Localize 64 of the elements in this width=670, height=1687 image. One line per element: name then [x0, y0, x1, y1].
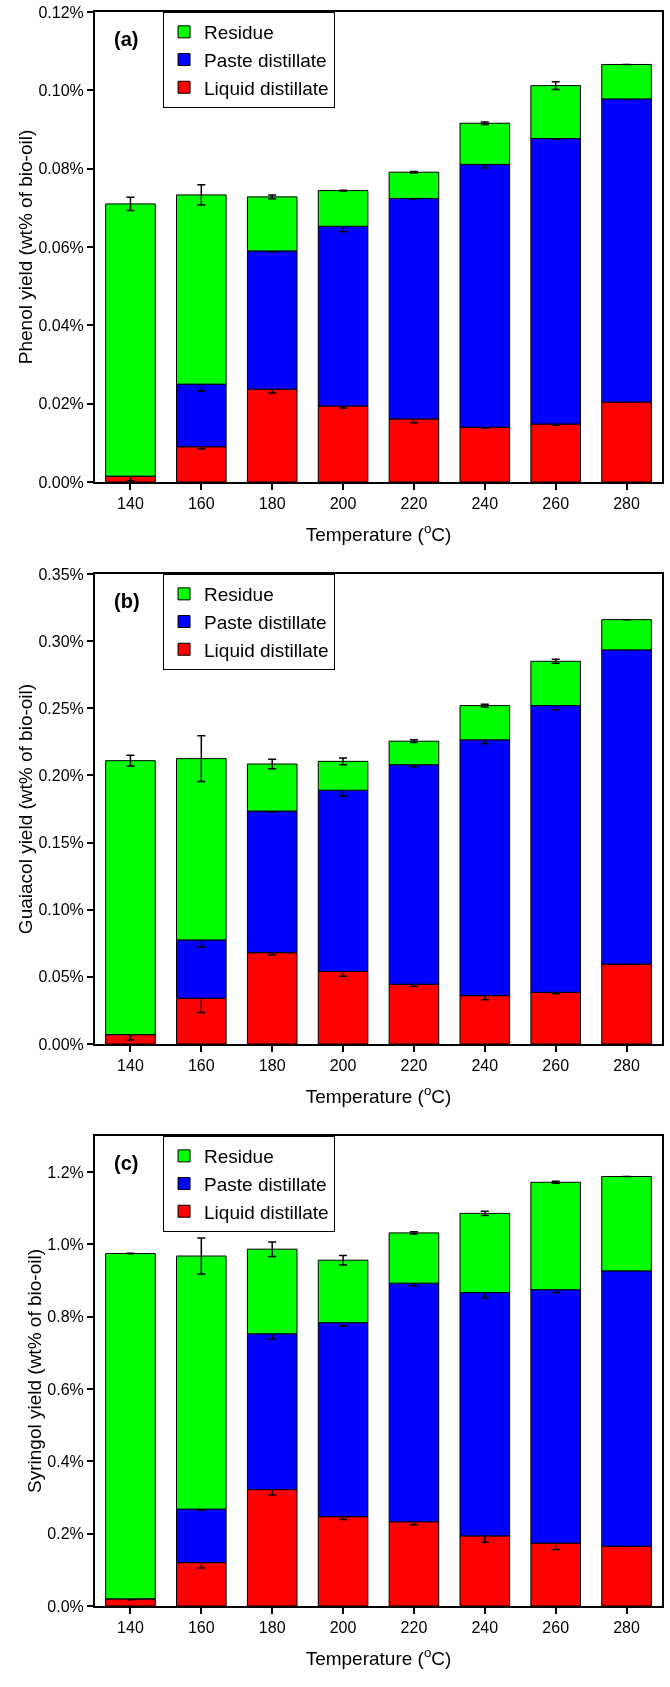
x-tick-label: 240: [471, 495, 499, 513]
y-tick-label: 0.30%: [38, 632, 84, 650]
x-tick-label: 260: [542, 495, 570, 513]
legend-label: Liquid distillate: [204, 1201, 329, 1223]
legend-label: Residue: [204, 1146, 274, 1168]
x-axis-title: Temperature ($^{o}$C): [305, 1644, 452, 1669]
y-tick-label: 0.10%: [38, 901, 84, 919]
x-tick-label: 220: [400, 495, 428, 513]
legend-label: Paste distillate: [204, 49, 327, 71]
annotation: (c): [114, 1152, 139, 1174]
annotation: (b): [114, 590, 140, 612]
x-tick-label: 280: [613, 1057, 641, 1075]
legend-label: Paste distillate: [204, 611, 327, 633]
y-tick-label: 0.06%: [38, 238, 84, 256]
x-tick-label: 260: [542, 1057, 570, 1075]
x-tick-label: 140: [117, 495, 144, 513]
y-tick-label: 0.35%: [38, 565, 84, 583]
y-tick-label: 0.20%: [38, 767, 84, 785]
x-tick-label: 160: [187, 1619, 215, 1637]
x-tick-label: 160: [187, 1057, 215, 1075]
y-tick-label: 0.2%: [47, 1525, 84, 1543]
x-tick-label: 200: [329, 1057, 357, 1075]
y-tick-label: 0.25%: [38, 699, 84, 717]
x-tick-label: 200: [329, 495, 357, 513]
y-tick-label: 0.10%: [38, 81, 84, 99]
y-axis-title: Guaiacol yield (wt% of bio-oil): [15, 683, 37, 935]
x-tick-label: 240: [471, 1619, 499, 1637]
x-tick-label: 260: [542, 1619, 570, 1637]
legend-label: Liquid distillate: [204, 77, 329, 99]
x-tick-label: 140: [117, 1057, 144, 1075]
y-tick-label: 0.0%: [47, 1597, 84, 1615]
y-tick-label: 0.08%: [38, 160, 84, 178]
x-tick-label: 280: [613, 1619, 641, 1637]
x-tick-label: 280: [613, 495, 641, 513]
legend-label: Residue: [204, 22, 274, 44]
x-tick-label: 220: [400, 1057, 428, 1075]
y-tick-label: 0.4%: [47, 1452, 84, 1470]
y-tick-label: 0.04%: [38, 316, 84, 334]
y-tick-label: 0.12%: [38, 3, 84, 21]
x-axis-title: Temperature ($^{o}$C): [305, 1082, 452, 1107]
legend-label: Liquid distillate: [204, 639, 329, 661]
x-tick-label: 140: [117, 1619, 144, 1637]
y-tick-label: 1.2%: [47, 1163, 84, 1181]
x-tick-label: 180: [258, 1057, 286, 1075]
legend-label: Paste distillate: [204, 1173, 327, 1195]
y-axis-title: Syringol yield (wt% of bio-oil): [24, 1249, 46, 1493]
x-axis-title: Temperature ($^{o}$C): [305, 520, 452, 545]
x-tick-label: 180: [258, 1619, 286, 1637]
y-tick-label: 0.6%: [47, 1380, 84, 1398]
y-tick-label: 0.15%: [38, 834, 84, 852]
x-tick-label: 220: [400, 1619, 428, 1637]
x-tick-label: 160: [187, 495, 215, 513]
y-tick-label: 0.8%: [47, 1308, 84, 1326]
annotation: (a): [114, 28, 139, 50]
y-tick-label: 1.0%: [47, 1236, 84, 1254]
y-tick-label: 0.02%: [38, 395, 84, 413]
y-tick-label: 0.00%: [38, 473, 84, 491]
x-tick-label: 200: [329, 1619, 357, 1637]
legend-label: Residue: [204, 584, 274, 606]
x-tick-label: 240: [471, 1057, 499, 1075]
y-axis-title: Phenol yield (wt% of bio-oil): [15, 129, 37, 365]
x-tick-label: 180: [258, 495, 286, 513]
y-tick-label: 0.05%: [38, 968, 84, 986]
y-tick-label: 0.00%: [38, 1035, 84, 1053]
